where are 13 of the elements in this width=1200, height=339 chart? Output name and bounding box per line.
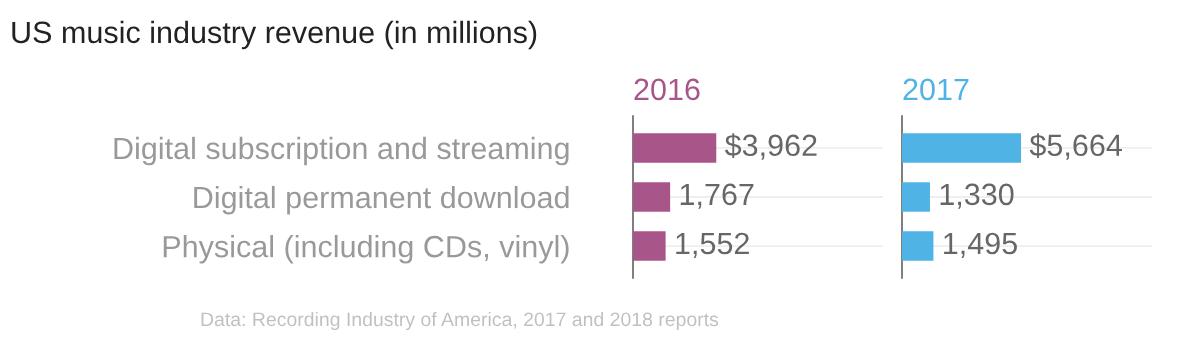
text: US music industry revenue (in millions) — [12, 20, 537, 50]
series-label: 2017 — [903, 78, 969, 101]
data-label: 1,767 — [680, 183, 754, 209]
series-label: 2016 — [634, 78, 700, 101]
y-tick-label: Digital subscription and streaming — [114, 136, 569, 166]
data-label: 1,552 — [676, 232, 749, 258]
data-label: 1,495 — [944, 232, 1017, 258]
text: Data: Recording Industry of America, 2017 and 2018 reports — [201, 311, 719, 331]
y-tick-label: Physical (including CDs, vinyl) — [163, 235, 569, 264]
data-label: $5,664 — [1029, 133, 1122, 160]
data-label: 1,330 — [940, 183, 1014, 209]
data-label: $3,962 — [724, 133, 817, 160]
y-tick-label: Digital permanent download — [194, 185, 569, 215]
